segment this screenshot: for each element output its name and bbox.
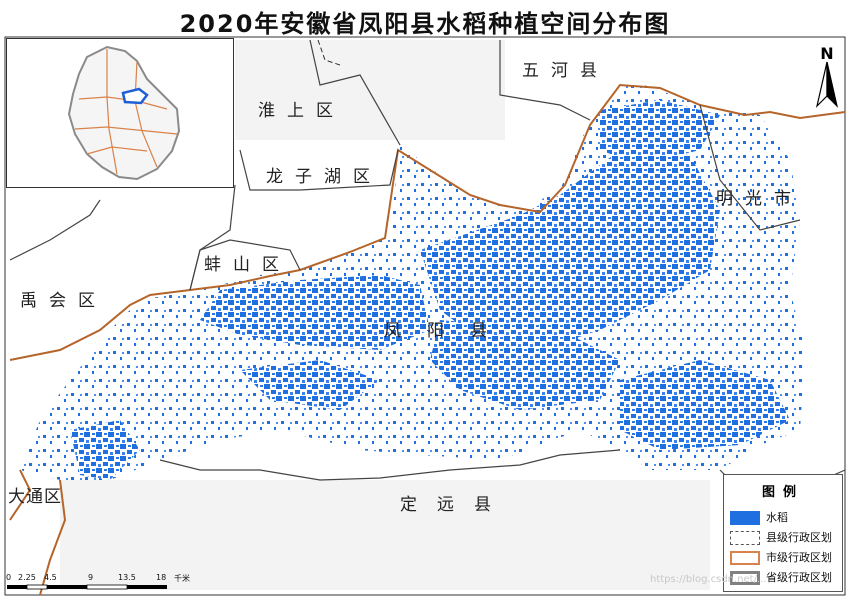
legend-label-county: 县级行政区划 <box>766 531 832 544</box>
legend-label-rice: 水稻 <box>766 511 788 524</box>
legend-item-county: 县级行政区划 <box>730 529 840 547</box>
label-yuhui: 禹会区 <box>20 291 107 311</box>
label-bengshan: 蚌山区 <box>204 255 291 275</box>
inset-province-outline <box>67 45 181 181</box>
scale-bar: 0 2.25 4.5 9 13.5 18 千米 <box>6 573 206 595</box>
scale-tick-4: 13.5 <box>118 573 136 582</box>
watermark-url: https://blog.csdn.net/... <box>650 574 767 585</box>
north-arrow-icon <box>815 61 839 108</box>
inset-city-lines <box>74 49 178 175</box>
rice-patches <box>70 100 790 480</box>
label-fengyang: 凤阳县 <box>384 321 513 341</box>
scale-tick-1: 2.25 <box>18 573 36 582</box>
legend-swatch-city <box>730 551 760 565</box>
neighbor-regions <box>60 40 710 590</box>
label-dingyuan: 定远县 <box>400 495 511 515</box>
legend-item-province: 省级行政区划 <box>730 569 840 587</box>
scale-tick-0: 0 <box>6 573 12 582</box>
label-longzihu: 龙子湖区 <box>266 167 382 187</box>
north-label: N <box>820 44 834 63</box>
label-wuhe: 五河县 <box>522 61 609 81</box>
legend-title: 图例 <box>761 485 804 500</box>
legend-item-rice: 水稻 <box>730 509 840 527</box>
legend-label-city: 市级行政区划 <box>766 551 832 564</box>
scale-bar-graphic <box>7 584 167 590</box>
inset-svg <box>67 45 181 181</box>
map-title: 2020年安徽省凤阳县水稻种植空间分布图 <box>179 10 671 38</box>
north-arrow: N <box>812 44 842 110</box>
scale-unit: 千米 <box>174 574 190 583</box>
label-mingguang: 明光市 <box>716 189 803 209</box>
legend-label-province: 省级行政区划 <box>766 571 832 584</box>
inset-locator-map <box>6 38 234 188</box>
legend-swatch-province <box>730 571 760 585</box>
label-huaishang: 淮上区 <box>258 101 345 121</box>
scale-tick-2: 4.5 <box>44 573 57 582</box>
legend: 图例 水稻 县级行政区划 市级行政区划 省级行政区划 <box>723 474 843 592</box>
scale-tick-5: 18 <box>156 573 167 582</box>
legend-swatch-county <box>730 531 760 545</box>
legend-swatch-rice <box>730 511 760 525</box>
inset-fengyang-highlight <box>121 87 149 105</box>
legend-item-city: 市级行政区划 <box>730 549 840 567</box>
scale-tick-3: 9 <box>88 573 94 582</box>
label-datong: 大通区 <box>8 487 62 507</box>
